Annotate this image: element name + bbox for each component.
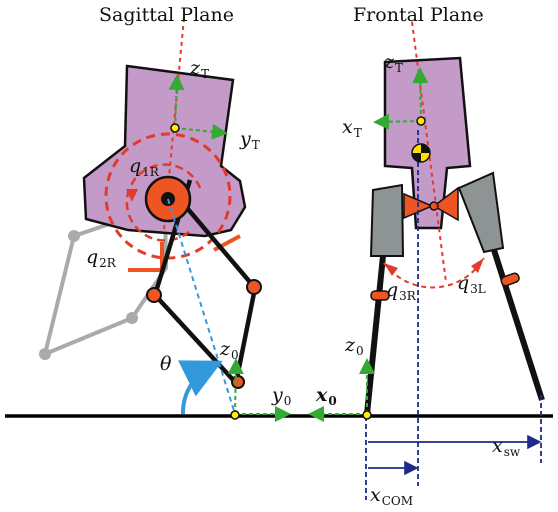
q1r-circle-inner xyxy=(125,163,202,242)
frontal-hip-actuator-left xyxy=(432,186,459,222)
frontal-left-leg xyxy=(491,249,545,401)
frontal-left-knee xyxy=(500,272,520,287)
z0-sag-arrow xyxy=(227,358,244,415)
swing-heel xyxy=(126,312,138,324)
label-q3R: q3R xyxy=(386,279,416,303)
sagittal-frame-origin xyxy=(170,123,180,133)
zT-front-arrow xyxy=(412,67,429,122)
label-q1R: q1R xyxy=(129,155,159,179)
label-q2R: q2R xyxy=(86,246,116,270)
label-xT: xT xyxy=(342,116,362,140)
com-line xyxy=(167,198,236,415)
yT-arrow xyxy=(174,123,228,140)
label-y0: y0 xyxy=(272,384,292,408)
frontal-title: Frontal Plane xyxy=(353,4,484,26)
label-z0-sagittal: z0 xyxy=(220,338,239,362)
swing-ankle xyxy=(39,348,51,360)
q3-arrow-left xyxy=(471,258,484,273)
label-z0-frontal: z0 xyxy=(345,334,364,358)
label-xsw: xsw xyxy=(492,435,521,459)
q3-arrow-right xyxy=(384,263,398,276)
label-theta: θ xyxy=(160,353,172,375)
sagittal-ground-origin xyxy=(230,410,240,420)
zT-sag-arrow xyxy=(168,74,185,129)
label-zT-frontal: zT xyxy=(384,51,404,75)
frontal-ground-origin xyxy=(362,410,372,420)
label-xCOM: xCOM xyxy=(370,484,414,508)
q3-arc xyxy=(383,257,485,289)
theta-arc xyxy=(178,360,223,415)
label-yT: yT xyxy=(240,128,260,152)
frontal-right-knee xyxy=(370,290,390,301)
label-x0: x0 xyxy=(316,384,337,408)
sagittal-torso xyxy=(82,64,247,238)
sagittal-title: Sagittal Plane xyxy=(99,4,234,26)
swing-knee xyxy=(68,230,80,242)
label-zT-sagittal: zT xyxy=(190,57,210,81)
sagittal-knee-joint xyxy=(146,287,162,303)
sagittal-ankle-joint xyxy=(231,375,245,389)
sagittal-knee-joint-2 xyxy=(246,279,262,295)
frontal-left-thigh xyxy=(457,171,505,254)
frontal-right-leg xyxy=(364,255,386,415)
q1r-arrowhead xyxy=(126,189,138,202)
frontal-frame-origin xyxy=(416,116,426,126)
label-q3L: q3L xyxy=(457,272,486,296)
com-marker-quadrants xyxy=(412,144,430,162)
xT-arrow xyxy=(373,113,422,130)
frontal-right-thigh xyxy=(369,183,405,257)
